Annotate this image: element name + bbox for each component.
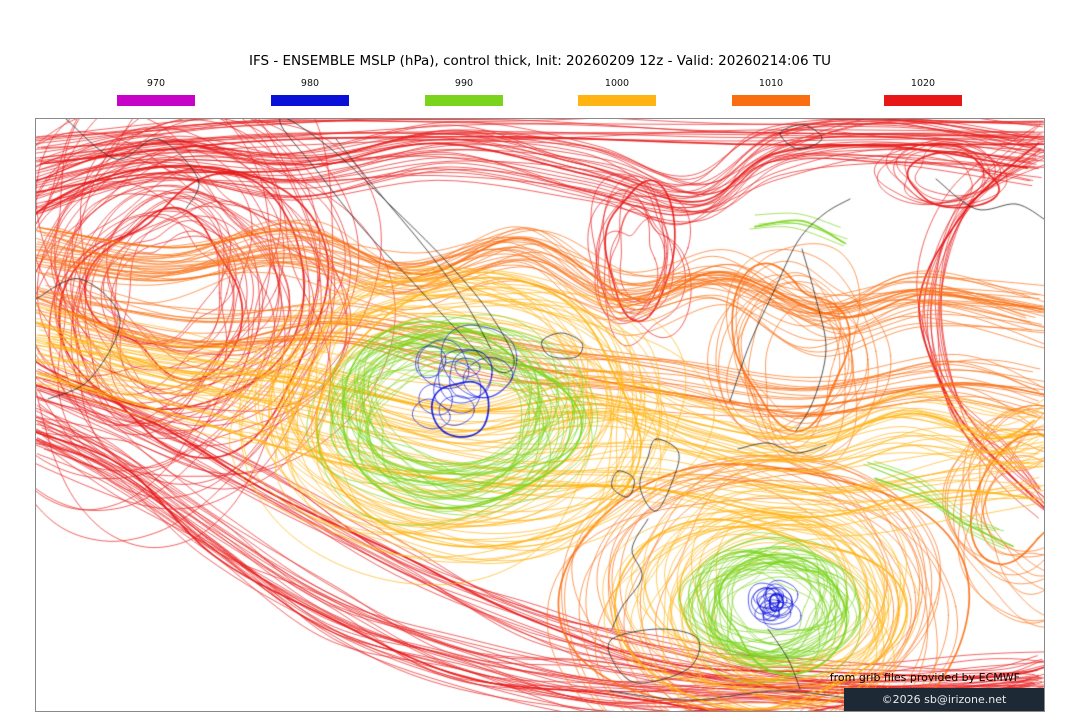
map-area: from grib files provided by ECMWF ©2026 …: [35, 118, 1045, 712]
legend-item-980: 980: [271, 78, 349, 106]
legend-item-990: 990: [425, 78, 503, 106]
legend-swatch-1010: [732, 95, 810, 106]
legend-item-1020: 1020: [884, 78, 962, 106]
legend-label-1010: 1010: [758, 78, 784, 89]
legend-label-990: 990: [454, 78, 474, 89]
legend-label-970: 970: [146, 78, 166, 89]
chart-title: IFS - ENSEMBLE MSLP (hPa), control thick…: [248, 53, 832, 69]
legend-swatch-990: [425, 95, 503, 106]
legend-item-970: 970: [117, 78, 195, 106]
legend-item-1000: 1000: [578, 78, 656, 106]
ensemble-contour-canvas: [36, 119, 1044, 711]
legend-item-1010: 1010: [732, 78, 810, 106]
legend-swatch-970: [117, 95, 195, 106]
credit-text: from grib files provided by ECMWF: [829, 671, 1020, 684]
legend-label-1020: 1020: [910, 78, 936, 89]
legend-swatch-1020: [884, 95, 962, 106]
legend-label-980: 980: [300, 78, 320, 89]
legend-swatch-1000: [578, 95, 656, 106]
copyright-bar: ©2026 sb@irizone.net: [844, 688, 1044, 711]
legend-label-1000: 1000: [604, 78, 630, 89]
legend-swatch-980: [271, 95, 349, 106]
